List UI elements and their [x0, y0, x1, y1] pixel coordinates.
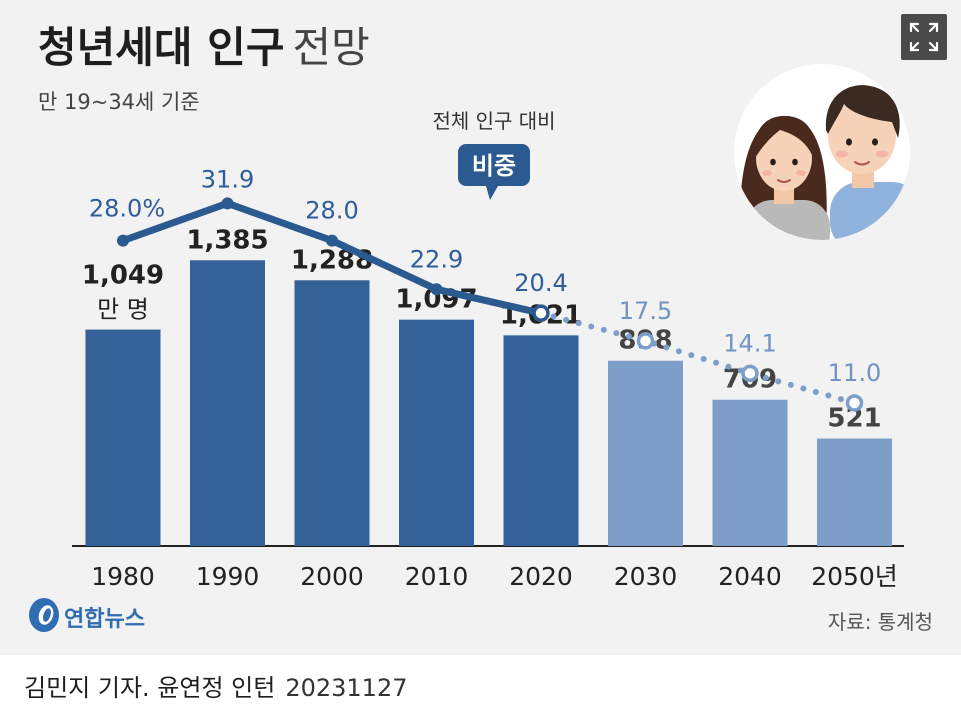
line-point	[430, 283, 443, 296]
chart-subtitle: 만 19~34세 기준	[38, 90, 200, 114]
bar-unit-label: 만 명	[97, 296, 149, 324]
expand-icon[interactable]	[901, 14, 947, 60]
line-value-label: 17.5	[619, 297, 672, 325]
line-annotation-badge-text: 비중	[472, 152, 516, 180]
line-value-label: 20.4	[514, 269, 567, 297]
bar	[85, 329, 161, 546]
line-point	[117, 234, 129, 247]
bar	[712, 399, 788, 546]
x-tick-label: 1990	[196, 562, 260, 591]
x-tick-label: 1980	[91, 562, 155, 591]
line-value-label: 22.9	[410, 245, 463, 273]
line-value-label: 31.9	[201, 165, 254, 193]
bar	[503, 335, 579, 546]
x-tick-label: 2040	[718, 562, 782, 591]
credit-line: 김민지 기자. 윤연정 인턴 20231127	[24, 668, 407, 703]
credit-text: 김민지 기자. 윤연정 인턴	[24, 674, 276, 702]
line-point	[741, 364, 759, 383]
line-value-label: 14.1	[723, 329, 776, 357]
line-point	[326, 234, 338, 247]
line-series-projected	[538, 310, 858, 406]
yonhap-logo-icon	[29, 598, 59, 632]
bar	[817, 438, 892, 546]
line-point	[221, 197, 234, 210]
x-tick-label: 2030	[614, 562, 678, 591]
bar	[399, 319, 474, 546]
line-point	[636, 332, 655, 350]
bar-value-label: 1,385	[186, 225, 268, 255]
title-sub: 전망	[292, 23, 370, 72]
bar-value-label: 1,288	[291, 245, 373, 275]
x-tick-label: 2000	[300, 562, 364, 591]
line-point	[532, 304, 550, 322]
bar-value-label: 1,049	[82, 261, 164, 291]
publish-date: 20231127	[285, 674, 408, 702]
chart-title: 청년세대 인구 전망	[38, 20, 370, 76]
line-value-label: 11.0	[828, 359, 881, 387]
line-value-label: 28.0%	[89, 195, 165, 223]
young-couple-illustration	[734, 64, 910, 240]
line-value-label: 28.0	[305, 197, 358, 225]
bar	[294, 280, 370, 546]
line-annotation-badge	[458, 144, 530, 200]
bar	[190, 260, 265, 546]
title-main: 청년세대 인구	[38, 23, 285, 72]
x-tick-label: 2020	[509, 562, 573, 591]
bar	[608, 360, 683, 546]
line-point	[845, 394, 864, 412]
source-text: 자료: 통계청	[827, 610, 933, 634]
yonhap-logo-text: 연합뉴스	[64, 607, 145, 632]
x-tick-label: 2010	[405, 562, 469, 591]
x-tick-label: 2050년	[811, 562, 898, 591]
chart-area: 1,04919801,38519901,28820001,09720101,02…	[72, 109, 904, 591]
infographic-card: 청년세대 인구 전망 만 19~34세 기준	[0, 0, 961, 655]
line-annotation-caption: 전체 인구 대비	[432, 109, 555, 133]
